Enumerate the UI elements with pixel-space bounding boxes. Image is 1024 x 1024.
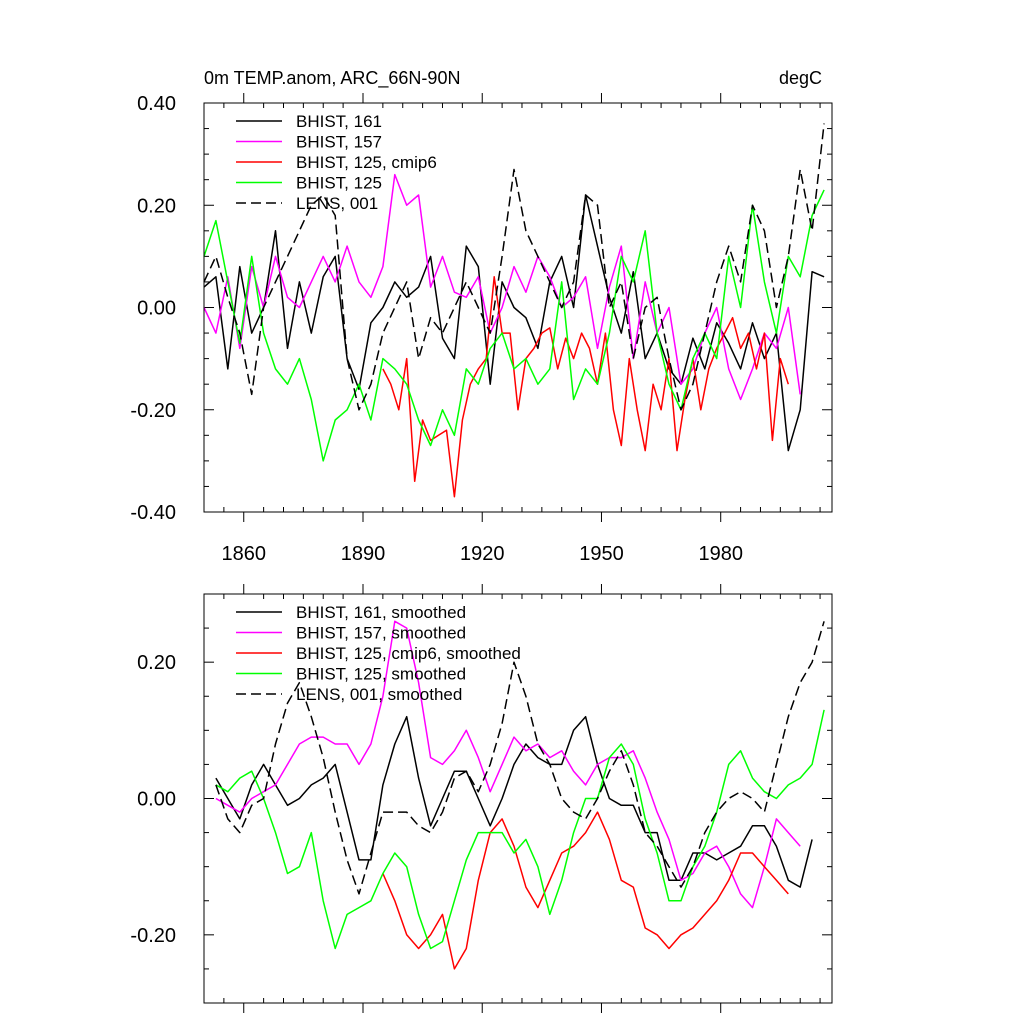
top-panel: 0m TEMP.anom, ARC_66N-90N degC -0.40 -0.2…: [130, 68, 833, 565]
x-tick-label: 1890: [341, 543, 386, 565]
series-line-4: [215, 709, 825, 950]
y-tick-label: 0.40: [137, 93, 176, 115]
legend-label: BHIST, 125, cmip6, smoothed: [296, 644, 521, 663]
legend-label: LENS, 001, smoothed: [296, 685, 462, 704]
y-tick-label: -0.20: [130, 400, 176, 422]
x-tick-label: 1980: [698, 543, 743, 565]
y-tick-label: 0.20: [137, 195, 176, 217]
chart-title: 0m TEMP.anom, ARC_66N-90N: [204, 68, 460, 89]
y-tick-label: 0.00: [137, 298, 176, 320]
bottom-panel: -0.200.000.20 BHIST, 161, smoothedBHIST,…: [130, 584, 833, 1013]
legend-label: BHIST, 157: [296, 133, 382, 152]
y-tick-label: -0.40: [130, 502, 176, 524]
bottom-plot-frame: [203, 593, 833, 1004]
x-tick-label: 1920: [460, 543, 505, 565]
series-line-3: [382, 811, 789, 970]
series-line-2: [215, 620, 801, 909]
legend-label: BHIST, 125, cmip6: [296, 153, 437, 172]
top-plot-frame: [203, 102, 833, 513]
legend-label: BHIST, 125: [296, 174, 382, 193]
bottom-legend: BHIST, 161, smoothed BHIST, 157, smoothed…: [236, 603, 521, 704]
bottom-axis-ticks: -0.20 0.00 0.20: [130, 584, 832, 1013]
series-line-1: [215, 715, 813, 888]
series-line-2: [203, 173, 801, 401]
series-line-4: [203, 189, 825, 462]
legend-label: BHIST, 157, smoothed: [296, 624, 466, 643]
series-line-3: [382, 276, 790, 498]
x-tick-label: 1950: [579, 543, 624, 565]
legend-label: BHIST, 125, smoothed: [296, 665, 466, 684]
bottom-series-lines: [215, 620, 825, 970]
y-tick-label: 0.20: [137, 652, 176, 674]
y-tick-label: 0.00: [137, 789, 176, 811]
series-line-5: [215, 621, 825, 895]
chart-units: degC: [779, 68, 822, 88]
legend-label: LENS, 001: [296, 194, 378, 213]
top-series-lines: [203, 123, 825, 498]
x-tick-label: 1860: [221, 543, 266, 565]
legend-label: BHIST, 161: [296, 112, 382, 131]
top-axis-ticks: -0.40 -0.20 0.00 0.20 0.40 1860 1890 1920 1950 19…: [130, 93, 832, 565]
series-line-5: [203, 123, 825, 411]
legend-label: BHIST, 161, smoothed: [296, 603, 466, 622]
series-line-1: [203, 194, 825, 452]
y-tick-label: -0.20: [130, 925, 176, 947]
